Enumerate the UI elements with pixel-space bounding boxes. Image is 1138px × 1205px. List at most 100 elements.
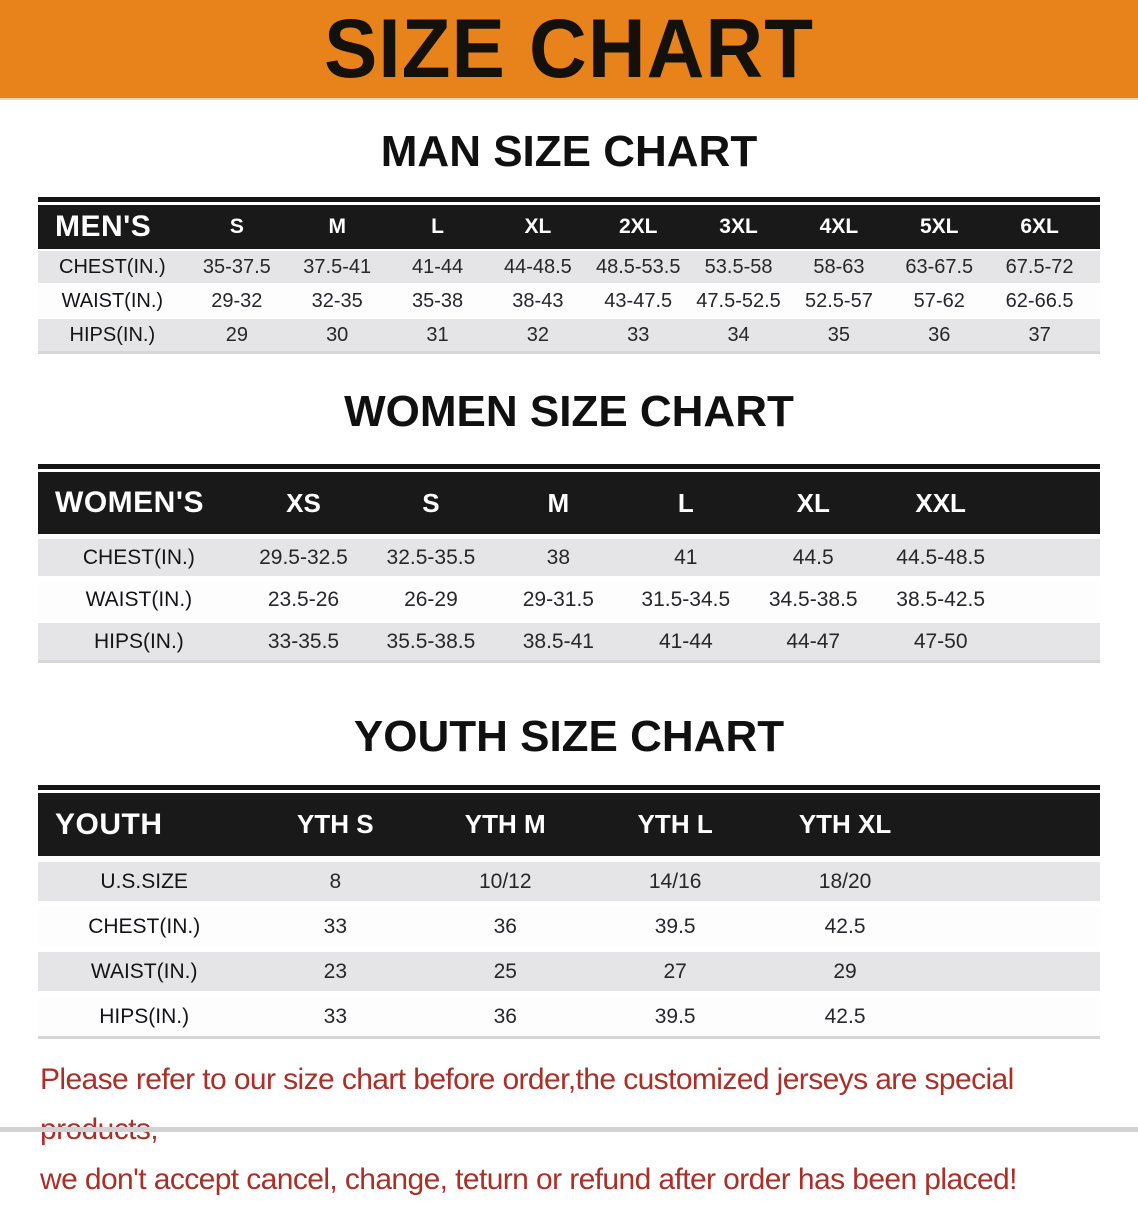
measurement-row-label: CHEST(IN.) (59, 255, 166, 278)
table-header-row: MEN'S S M L XL 2XL 3XL 4XL 5XL 6XL (38, 205, 1100, 249)
measurement-cell: 47-50 (913, 629, 968, 653)
measurement-cell: 30 (326, 323, 349, 346)
measurement-cell: 33 (323, 1004, 348, 1028)
measurement-row-label: HIPS(IN.) (69, 323, 156, 346)
size-column-header: XS (286, 487, 321, 518)
measurement-row: HIPS(IN.) 33-35.5 35.5-38.5 38.5-41 41-44 44-… (38, 623, 1100, 660)
measurement-row: WAIST(IN.) 29-32 32-35 35-38 38-43 43-47.5 47.… (38, 285, 1100, 317)
measurement-row: HIPS(IN.) 33 36 39.5 42.5 (38, 997, 1100, 1036)
measurement-cell: 10/12 (478, 869, 532, 893)
measurement-cell: 37 (1028, 323, 1051, 346)
measurement-cell: 62-66.5 (1005, 289, 1074, 312)
measurement-cell: 36 (928, 323, 951, 346)
measurement-cell: 23 (323, 959, 348, 983)
women-section-heading: WOMEN SIZE CHART (344, 387, 794, 436)
size-column-header: 4XL (819, 215, 859, 238)
measurement-cell: 38-43 (512, 289, 564, 312)
measurement-cell: 38 (546, 545, 571, 569)
measurement-row: WAIST(IN.) 23.5-26 26-29 29-31.5 31.5-34.5 34… (38, 581, 1100, 618)
measurement-cell: 31 (426, 323, 449, 346)
size-column-header: S (229, 215, 244, 238)
measurement-cell: 44-48.5 (503, 255, 572, 278)
measurement-cell: 33 (323, 914, 348, 938)
measurement-cell: 23.5-26 (267, 587, 340, 611)
size-column-header: 5XL (919, 215, 959, 238)
youth-section: YOUTH SIZE CHART YOUTH YTH S YTH M YTH L YTH… (0, 712, 1138, 1039)
measurement-cell: 39.5 (654, 914, 696, 938)
measurement-row: HIPS(IN.) 29 30 31 32 33 34 35 36 37 (38, 319, 1100, 351)
size-column-header: L (677, 487, 694, 518)
measurement-row-label: CHEST(IN.) (88, 914, 201, 938)
measurement-cell: 63-67.5 (905, 255, 974, 278)
measurement-cell: 34.5-38.5 (768, 587, 858, 611)
size-column-header: 6XL (1020, 215, 1059, 238)
measurement-cell: 18/20 (818, 869, 872, 893)
measurement-row: WAIST(IN.) 23 25 27 29 (38, 952, 1100, 991)
measurement-cell: 32 (526, 323, 549, 346)
measurement-cell: 57-62 (913, 289, 965, 312)
youth-section-heading: YOUTH SIZE CHART (353, 712, 785, 761)
measurement-cell: 44.5-48.5 (896, 545, 986, 569)
measurement-row: CHEST(IN.) 33 36 39.5 42.5 (38, 907, 1100, 946)
size-column-header: L (431, 215, 444, 238)
men-section: MAN SIZE CHART MEN'S S M L XL 2XL 3XL 4XL 5XL 6XL… (0, 127, 1138, 354)
measurement-cell: 38.5-41 (522, 629, 594, 653)
table-title-cell: YOUTH (55, 807, 163, 841)
size-column-header: YTH M (464, 809, 546, 839)
measurement-cell: 8 (329, 869, 342, 893)
measurement-cell: 35 (827, 323, 851, 346)
men-size-table: MEN'S S M L XL 2XL 3XL 4XL 5XL 6XL CHEST(IN.) 35-37… (38, 197, 1100, 354)
size-column-header: 2XL (618, 215, 658, 238)
measurement-cell: 31.5-34.5 (641, 587, 731, 611)
measurement-cell: 67.5-72 (1005, 255, 1074, 278)
measurement-row-label: HIPS(IN.) (93, 629, 184, 653)
men-section-heading: MAN SIZE CHART (380, 127, 758, 176)
measurement-row: U.S.SIZE 8 10/12 14/16 18/20 (38, 862, 1100, 901)
table-title-cell: MEN'S (55, 210, 152, 243)
measurement-cell: 29-31.5 (522, 587, 594, 611)
measurement-cell: 27 (663, 959, 687, 983)
measurement-cell: 58-63 (813, 255, 865, 278)
disclaimer-line-1: Please refer to our size chart before or… (40, 1063, 1014, 1146)
size-chart-content: MAN SIZE CHART MEN'S S M L XL 2XL 3XL 4XL 5XL 6XL… (0, 127, 1138, 1039)
women-section: WOMEN SIZE CHART WOMEN'S XS S M L XL XXL CHEST(… (0, 387, 1138, 663)
measurement-row-label: CHEST(IN.) (82, 545, 195, 569)
size-column-header: XL (524, 215, 552, 238)
measurement-cell: 43-47.5 (604, 289, 673, 312)
bottom-edge-strip (0, 1127, 1138, 1132)
measurement-row-label: WAIST(IN.) (90, 959, 198, 983)
measurement-row: CHEST(IN.) 29.5-32.5 32.5-35.5 38 41 44.5 44.5… (38, 539, 1100, 576)
youth-size-table: YOUTH YTH S YTH M YTH L YTH XL U.S.SIZE 8 10/12… (38, 785, 1100, 1039)
measurement-cell: 32-35 (311, 289, 363, 312)
measurement-cell: 41-44 (658, 629, 713, 653)
disclaimer-line-2: we don't accept cancel, change, teturn o… (40, 1163, 1017, 1196)
measurement-cell: 47.5-52.5 (696, 289, 781, 312)
size-column-header: YTH S (297, 809, 374, 839)
measurement-cell: 42.5 (824, 914, 866, 938)
measurement-cell: 41 (674, 545, 698, 569)
measurement-row: CHEST(IN.) 35-37.5 37.5-41 41-44 44-48.5 48.5… (38, 251, 1100, 283)
measurement-cell: 35-37.5 (202, 255, 271, 278)
measurement-cell: 52.5-57 (804, 289, 873, 312)
measurement-cell: 39.5 (654, 1004, 696, 1028)
measurement-cell: 36 (493, 1004, 517, 1028)
measurement-cell: 37.5-41 (303, 255, 372, 278)
table-header-row: YOUTH YTH S YTH M YTH L YTH XL (38, 793, 1100, 856)
size-column-header: XXL (915, 487, 966, 518)
measurement-cell: 44.5 (792, 545, 834, 569)
measurement-cell: 34 (727, 323, 750, 346)
measurement-cell: 32.5-35.5 (386, 545, 476, 569)
measurement-cell: 38.5-42.5 (896, 587, 986, 611)
measurement-cell: 36 (493, 914, 517, 938)
size-column-header: YTH XL (798, 809, 892, 839)
table-header-row: WOMEN'S XS S M L XL XXL (38, 472, 1100, 534)
table-title-cell: WOMEN'S (55, 486, 204, 519)
size-column-header: 3XL (719, 215, 758, 238)
measurement-row-label: U.S.SIZE (100, 869, 188, 893)
size-column-header: M (328, 215, 346, 238)
measurement-cell: 29 (833, 959, 857, 983)
measurement-row-label: HIPS(IN.) (99, 1004, 190, 1028)
measurement-cell: 41-44 (411, 255, 464, 278)
banner: SIZE CHART (0, 0, 1138, 100)
measurement-cell: 29 (225, 323, 248, 346)
